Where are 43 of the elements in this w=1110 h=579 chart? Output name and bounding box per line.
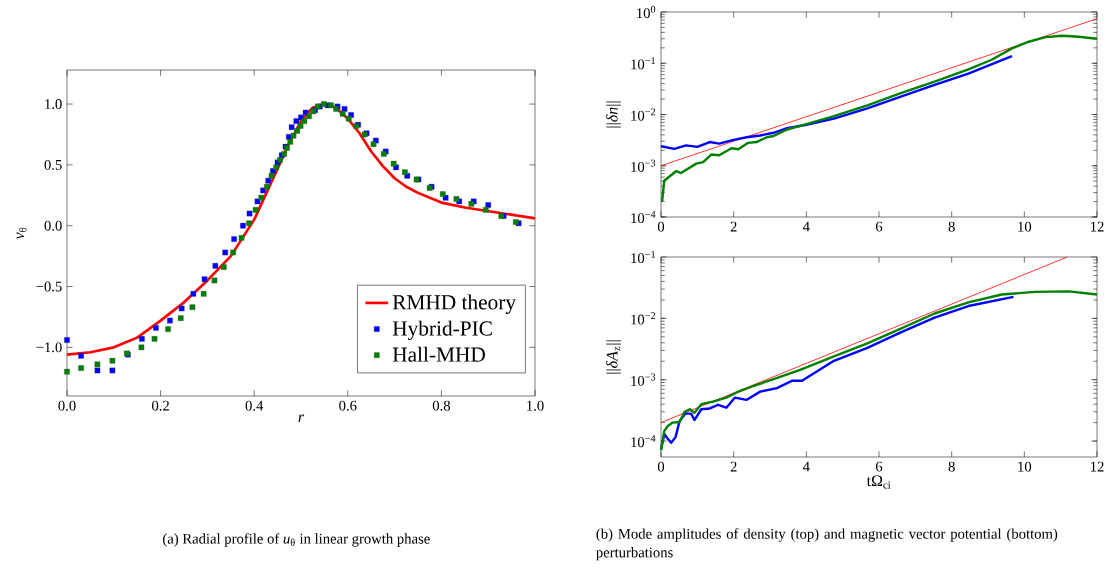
x-tick-label: 8 xyxy=(948,461,955,472)
x-tick-label: 6 xyxy=(875,461,883,472)
x-axis-title: r xyxy=(298,414,305,423)
x-axis-title: tΩ$_{ci}$ xyxy=(866,475,891,489)
y-tick-label: 10$^{−3}$ xyxy=(631,159,656,172)
legend-label: Hall-MHD xyxy=(392,346,485,362)
x-tick-label: 0 xyxy=(657,221,665,232)
x-tick-label: 4 xyxy=(802,461,810,472)
x-tick-label: 0.8 xyxy=(432,400,451,411)
x-tick-label: 0 xyxy=(657,461,665,472)
x-tick-label: 8 xyxy=(948,221,955,232)
y-axis-title: ||δn|| xyxy=(606,101,621,128)
x-tick-label: 6 xyxy=(875,221,883,232)
y-tick-label: −1.0 xyxy=(36,342,62,353)
y-tick-label: 1.0 xyxy=(45,99,62,110)
y-axis-title: ||δA$_{z}$|| xyxy=(606,340,621,374)
legend-label: Hybrid-PIC xyxy=(392,320,492,341)
y-tick-label: 10$^{−1}$ xyxy=(631,57,656,70)
x-tick-label: 0.0 xyxy=(58,400,76,411)
x-tick-label: 2 xyxy=(730,461,737,472)
legend-label: RMHD theory xyxy=(392,294,516,314)
x-tick-label: 12 xyxy=(1090,221,1104,232)
y-tick-label: 0.5 xyxy=(44,159,62,170)
y-tick-label: 10$^{−3}$ xyxy=(631,373,656,386)
x-tick-label: 4 xyxy=(802,221,810,232)
y-tick-label: 10$^{0}$ xyxy=(637,5,656,19)
x-tick-label: 10 xyxy=(1018,461,1032,472)
y-axis-title: v$_{θ}$ xyxy=(16,227,27,240)
text: (b) Mode amplitudes of density (top) and magnetic vector potential (bottom) perturbations xyxy=(596,528,1058,561)
x-tick-label: 1.0 xyxy=(527,400,544,411)
text: (a) Radial profile of u$_{θ}$ in linear growth phase xyxy=(163,533,430,547)
x-tick-label: 2 xyxy=(730,221,737,232)
y-tick-label: 10$^{−1}$ xyxy=(631,250,656,264)
x-tick-label: 10 xyxy=(1018,221,1032,232)
y-tick-label: 10$^{−2}$ xyxy=(631,312,656,325)
y-tick-label: 10$^{−4}$ xyxy=(631,210,656,224)
x-tick-label: 0.4 xyxy=(245,400,264,411)
y-tick-label: 10$^{−2}$ xyxy=(631,108,656,121)
y-tick-label: 10$^{−4}$ xyxy=(631,434,656,448)
x-tick-label: 12 xyxy=(1090,461,1104,472)
y-tick-label: −0.5 xyxy=(36,281,62,292)
x-tick-label: 0.6 xyxy=(339,400,357,411)
x-tick-label: 0.2 xyxy=(152,400,169,411)
